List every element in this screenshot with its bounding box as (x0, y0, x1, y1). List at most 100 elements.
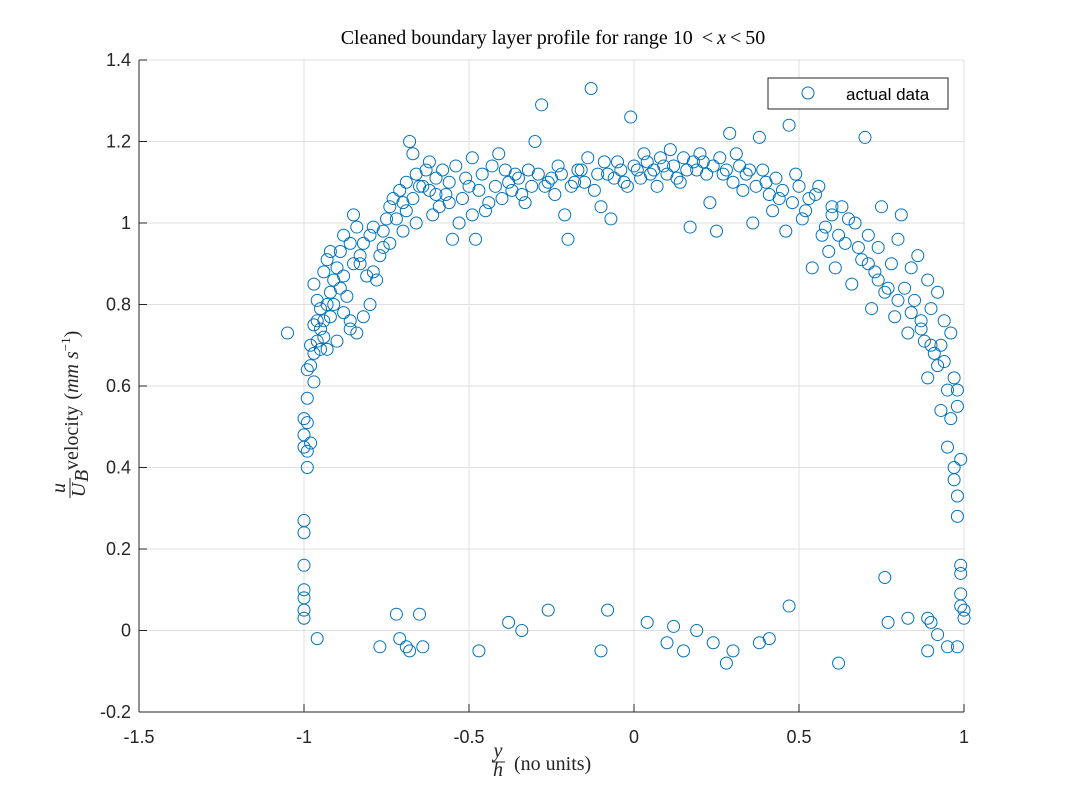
data-point (667, 619, 681, 633)
data-point (686, 155, 700, 169)
data-point (594, 644, 608, 658)
data-point (719, 656, 733, 670)
data-point (921, 371, 935, 385)
data-point (660, 167, 674, 181)
data-point (624, 110, 638, 124)
data-point (403, 644, 417, 658)
data-point (888, 310, 902, 324)
data-point (333, 245, 347, 259)
y-tick-label: 0.8 (106, 295, 131, 315)
data-point (436, 163, 450, 177)
data-point (485, 159, 499, 173)
data-point (554, 167, 568, 181)
data-point (934, 403, 948, 417)
data-point (653, 151, 667, 165)
data-point (564, 179, 578, 193)
data-point (531, 167, 545, 181)
data-point (343, 314, 357, 328)
data-point (304, 436, 318, 450)
grid-lines (139, 59, 965, 712)
data-point (776, 183, 789, 197)
data-point (924, 338, 938, 352)
data-point (429, 187, 443, 201)
data-point (472, 644, 486, 658)
data-point (307, 346, 321, 360)
data-point (320, 298, 334, 311)
data-point (498, 163, 512, 177)
data-point (941, 440, 954, 454)
data-point (449, 159, 463, 173)
data-point (931, 628, 945, 642)
x-tick-label: -0.5 (453, 727, 484, 747)
data-point (789, 167, 803, 181)
x-tick-label: 0 (629, 727, 639, 747)
data-point (871, 240, 885, 254)
data-point (884, 257, 898, 271)
data-point (356, 310, 370, 324)
data-point (706, 636, 720, 650)
data-point (706, 159, 720, 173)
legend-marker (801, 86, 815, 100)
data-point (950, 383, 964, 397)
data-point (848, 216, 862, 230)
data-point (640, 155, 654, 169)
data-point (881, 615, 895, 629)
data-point (356, 236, 370, 250)
data-point (413, 607, 426, 621)
data-point (911, 249, 925, 263)
data-point (323, 245, 337, 259)
data-point (350, 220, 364, 234)
data-point (383, 200, 397, 214)
data-point (875, 200, 888, 214)
data-point (809, 187, 822, 201)
data-point (538, 179, 552, 193)
y-tick-label: 0.6 (106, 376, 131, 396)
data-point (703, 196, 717, 210)
data-point (399, 175, 413, 189)
axis-ticks: -1.5 -1 -0.5 0 0.5 1 -0.2 0 0.2 0.4 0.6 0.8 1 1.2 1.4 (100, 50, 969, 747)
data-point (297, 440, 311, 454)
data-point (512, 171, 525, 185)
data-point (297, 611, 311, 625)
chart-title: Cleaned boundary layer profile for range… (341, 27, 766, 49)
data-point (343, 322, 357, 336)
data-point (373, 249, 387, 263)
y-tick-label: 1 (121, 213, 131, 233)
data-point (317, 330, 331, 344)
data-point (587, 183, 601, 197)
data-point (690, 624, 704, 637)
data-point (389, 212, 403, 226)
data-point (426, 208, 440, 222)
data-point (310, 334, 324, 348)
y-tick-label: 0.2 (106, 539, 131, 559)
data-point (845, 277, 859, 291)
data-point (716, 167, 730, 181)
data-point (858, 130, 872, 144)
data-point (832, 228, 846, 242)
x-tick-label: 0.5 (786, 727, 811, 747)
data-point (752, 130, 766, 144)
data-point (947, 473, 961, 487)
data-point (710, 224, 723, 238)
data-point (502, 615, 516, 629)
data-point (766, 204, 780, 218)
data-point (825, 208, 839, 222)
data-point (937, 355, 951, 369)
data-point (396, 224, 410, 238)
data-point (383, 236, 397, 250)
data-point (337, 306, 351, 320)
data-point (861, 257, 875, 271)
data-point (541, 175, 555, 189)
svg-text:B: B (71, 470, 93, 482)
data-point (399, 204, 413, 218)
data-point (733, 159, 747, 173)
data-point (950, 509, 964, 523)
data-point (581, 151, 595, 165)
data-point (373, 640, 387, 654)
data-point (611, 155, 624, 169)
data-point (894, 208, 908, 222)
data-point (937, 314, 951, 328)
svg-text:velocity(mms−1): velocity(mms−1) (58, 331, 83, 470)
data-point (597, 155, 611, 169)
x-axis-label: y h (no units) (492, 740, 592, 781)
